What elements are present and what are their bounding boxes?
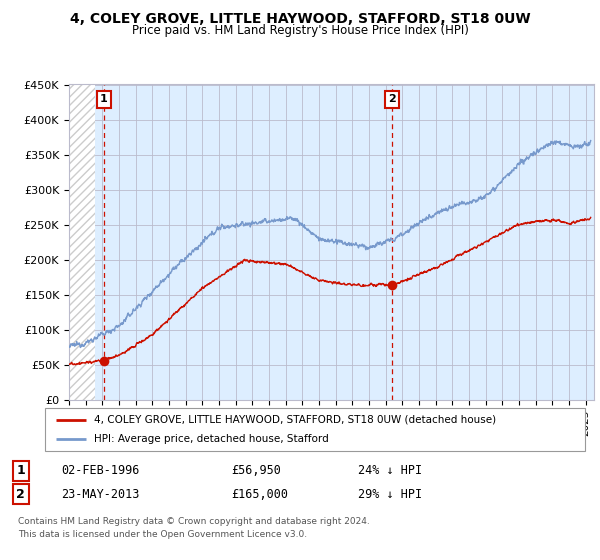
Text: This data is licensed under the Open Government Licence v3.0.: This data is licensed under the Open Gov… bbox=[18, 530, 307, 539]
Text: £165,000: £165,000 bbox=[231, 488, 288, 501]
Text: 24% ↓ HPI: 24% ↓ HPI bbox=[358, 464, 422, 478]
FancyBboxPatch shape bbox=[45, 408, 585, 451]
Text: 23-MAY-2013: 23-MAY-2013 bbox=[61, 488, 139, 501]
Text: 2: 2 bbox=[388, 95, 396, 104]
Text: 4, COLEY GROVE, LITTLE HAYWOOD, STAFFORD, ST18 0UW: 4, COLEY GROVE, LITTLE HAYWOOD, STAFFORD… bbox=[70, 12, 530, 26]
Bar bbox=[69, 86, 95, 400]
Text: 2: 2 bbox=[16, 488, 25, 501]
Text: £56,950: £56,950 bbox=[231, 464, 281, 478]
Text: 29% ↓ HPI: 29% ↓ HPI bbox=[358, 488, 422, 501]
Text: Contains HM Land Registry data © Crown copyright and database right 2024.: Contains HM Land Registry data © Crown c… bbox=[18, 517, 370, 526]
Text: 02-FEB-1996: 02-FEB-1996 bbox=[61, 464, 139, 478]
Text: 1: 1 bbox=[100, 95, 108, 104]
Text: 1: 1 bbox=[16, 464, 25, 478]
Text: 4, COLEY GROVE, LITTLE HAYWOOD, STAFFORD, ST18 0UW (detached house): 4, COLEY GROVE, LITTLE HAYWOOD, STAFFORD… bbox=[94, 415, 496, 424]
Text: Price paid vs. HM Land Registry's House Price Index (HPI): Price paid vs. HM Land Registry's House … bbox=[131, 24, 469, 36]
Text: HPI: Average price, detached house, Stafford: HPI: Average price, detached house, Staf… bbox=[94, 435, 328, 444]
